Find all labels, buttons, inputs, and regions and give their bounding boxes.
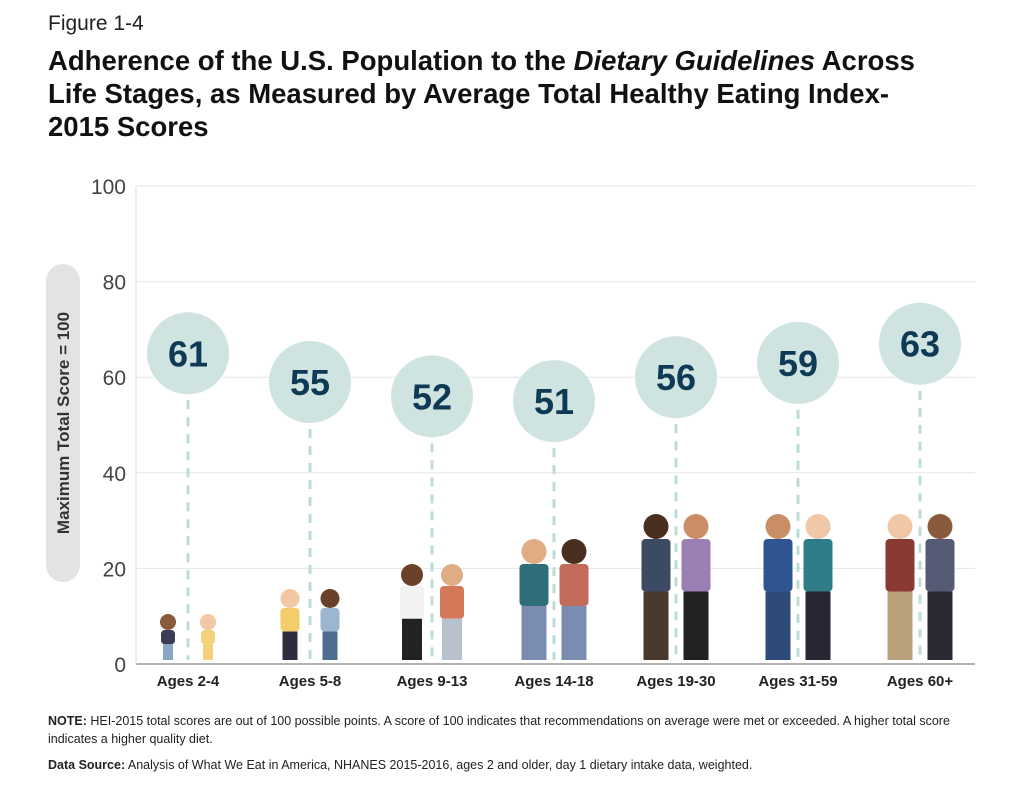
person-torso xyxy=(320,608,340,632)
y-axis-label-pill xyxy=(46,264,80,582)
y-tick-label: 20 xyxy=(103,558,126,581)
person-head xyxy=(643,514,669,539)
value-label: 55 xyxy=(290,362,330,403)
title-part2: Across Life Stages, as Measured by Avera… xyxy=(48,45,915,142)
person-illustration xyxy=(519,539,549,660)
person-legs xyxy=(402,618,422,660)
person-legs xyxy=(887,591,913,660)
value-bubble xyxy=(147,312,229,395)
value-bubble xyxy=(879,302,961,385)
person-illustration xyxy=(400,564,424,660)
value-bubble xyxy=(635,336,717,419)
note-text: HEI-2015 total scores are out of 100 pos… xyxy=(48,714,950,746)
person-torso xyxy=(885,539,915,592)
y-tick-label: 80 xyxy=(103,272,126,295)
value-bubble xyxy=(513,360,595,443)
person-illustration xyxy=(681,514,711,660)
value-label: 59 xyxy=(778,343,818,384)
person-torso xyxy=(519,564,549,606)
x-tick-label: Ages 5-8 xyxy=(279,673,342,690)
y-axis-label-group: Maximum Total Score = 100 xyxy=(46,264,80,582)
person-torso xyxy=(803,539,833,592)
person-illustration xyxy=(763,514,793,660)
value-bubble xyxy=(269,340,351,423)
person-torso xyxy=(161,630,175,645)
person-legs xyxy=(765,591,791,660)
person-head xyxy=(320,589,340,608)
value-label: 61 xyxy=(168,333,208,374)
person-head xyxy=(805,514,831,539)
person-head xyxy=(927,514,953,539)
person-legs xyxy=(163,644,173,660)
person-head xyxy=(200,614,216,630)
title-italic: Dietary Guidelines xyxy=(573,45,816,76)
x-tick-label: Ages 2-4 xyxy=(157,673,220,690)
person-torso xyxy=(201,630,215,645)
person-illustration xyxy=(280,589,300,660)
person-head xyxy=(561,539,587,564)
figure-label: Figure 1-4 xyxy=(48,12,144,35)
person-legs xyxy=(683,591,709,660)
y-tick-label: 100 xyxy=(91,176,126,199)
person-legs xyxy=(203,644,213,660)
person-legs xyxy=(561,606,587,660)
person-legs xyxy=(805,591,831,660)
person-torso xyxy=(440,586,464,619)
person-torso xyxy=(280,608,300,632)
person-head xyxy=(765,514,791,539)
y-axis-label: Maximum Total Score = 100 xyxy=(54,312,73,534)
y-tick-label: 0 xyxy=(114,654,126,677)
value-label: 52 xyxy=(412,376,452,417)
person-legs xyxy=(442,618,462,660)
person-head xyxy=(887,514,913,539)
x-tick-label: Ages 19-30 xyxy=(636,673,715,690)
chart-title: Adherence of the U.S. Population to the … xyxy=(48,44,948,143)
person-illustration xyxy=(320,589,340,660)
note: NOTE: HEI-2015 total scores are out of 1… xyxy=(48,712,988,748)
source-label: Data Source: xyxy=(48,758,126,772)
title-part1: Adherence of the U.S. Population to the xyxy=(48,45,574,76)
person-legs xyxy=(643,591,669,660)
person-torso xyxy=(681,539,711,592)
person-illustration xyxy=(925,514,955,660)
person-torso xyxy=(400,586,424,619)
person-torso xyxy=(559,564,589,606)
person-head xyxy=(401,564,423,586)
x-tick-label: Ages 60+ xyxy=(887,673,954,690)
value-label: 51 xyxy=(534,381,574,422)
data-source: Data Source: Analysis of What We Eat in … xyxy=(48,758,988,772)
person-head xyxy=(521,539,547,564)
person-illustration xyxy=(803,514,833,660)
person-head xyxy=(683,514,709,539)
person-torso xyxy=(925,539,955,592)
person-illustration xyxy=(559,539,589,660)
person-legs xyxy=(927,591,953,660)
person-legs xyxy=(521,606,547,660)
person-torso xyxy=(763,539,793,592)
person-head xyxy=(280,589,300,608)
person-illustration xyxy=(641,514,671,660)
person-illustration xyxy=(885,514,915,660)
y-tick-label: 40 xyxy=(103,463,126,486)
x-tick-label: Ages 9-13 xyxy=(397,673,468,690)
person-legs xyxy=(322,631,338,660)
person-head xyxy=(160,614,176,630)
person-illustration xyxy=(160,614,176,660)
value-label: 63 xyxy=(900,324,940,365)
person-head xyxy=(441,564,463,586)
x-tick-label: Ages 31-59 xyxy=(758,673,837,690)
person-illustration xyxy=(200,614,216,660)
note-label: NOTE: xyxy=(48,714,87,728)
value-label: 56 xyxy=(656,357,696,398)
person-legs xyxy=(282,631,298,660)
source-text: Analysis of What We Eat in America, NHAN… xyxy=(125,758,753,772)
person-illustration xyxy=(440,564,464,660)
person-torso xyxy=(641,539,671,592)
value-bubble xyxy=(391,355,473,438)
value-bubble xyxy=(757,321,839,404)
x-tick-label: Ages 14-18 xyxy=(514,673,593,690)
y-tick-label: 60 xyxy=(103,367,126,390)
